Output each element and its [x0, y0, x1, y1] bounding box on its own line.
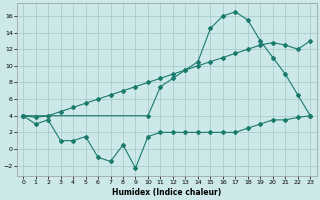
X-axis label: Humidex (Indice chaleur): Humidex (Indice chaleur) — [112, 188, 221, 197]
